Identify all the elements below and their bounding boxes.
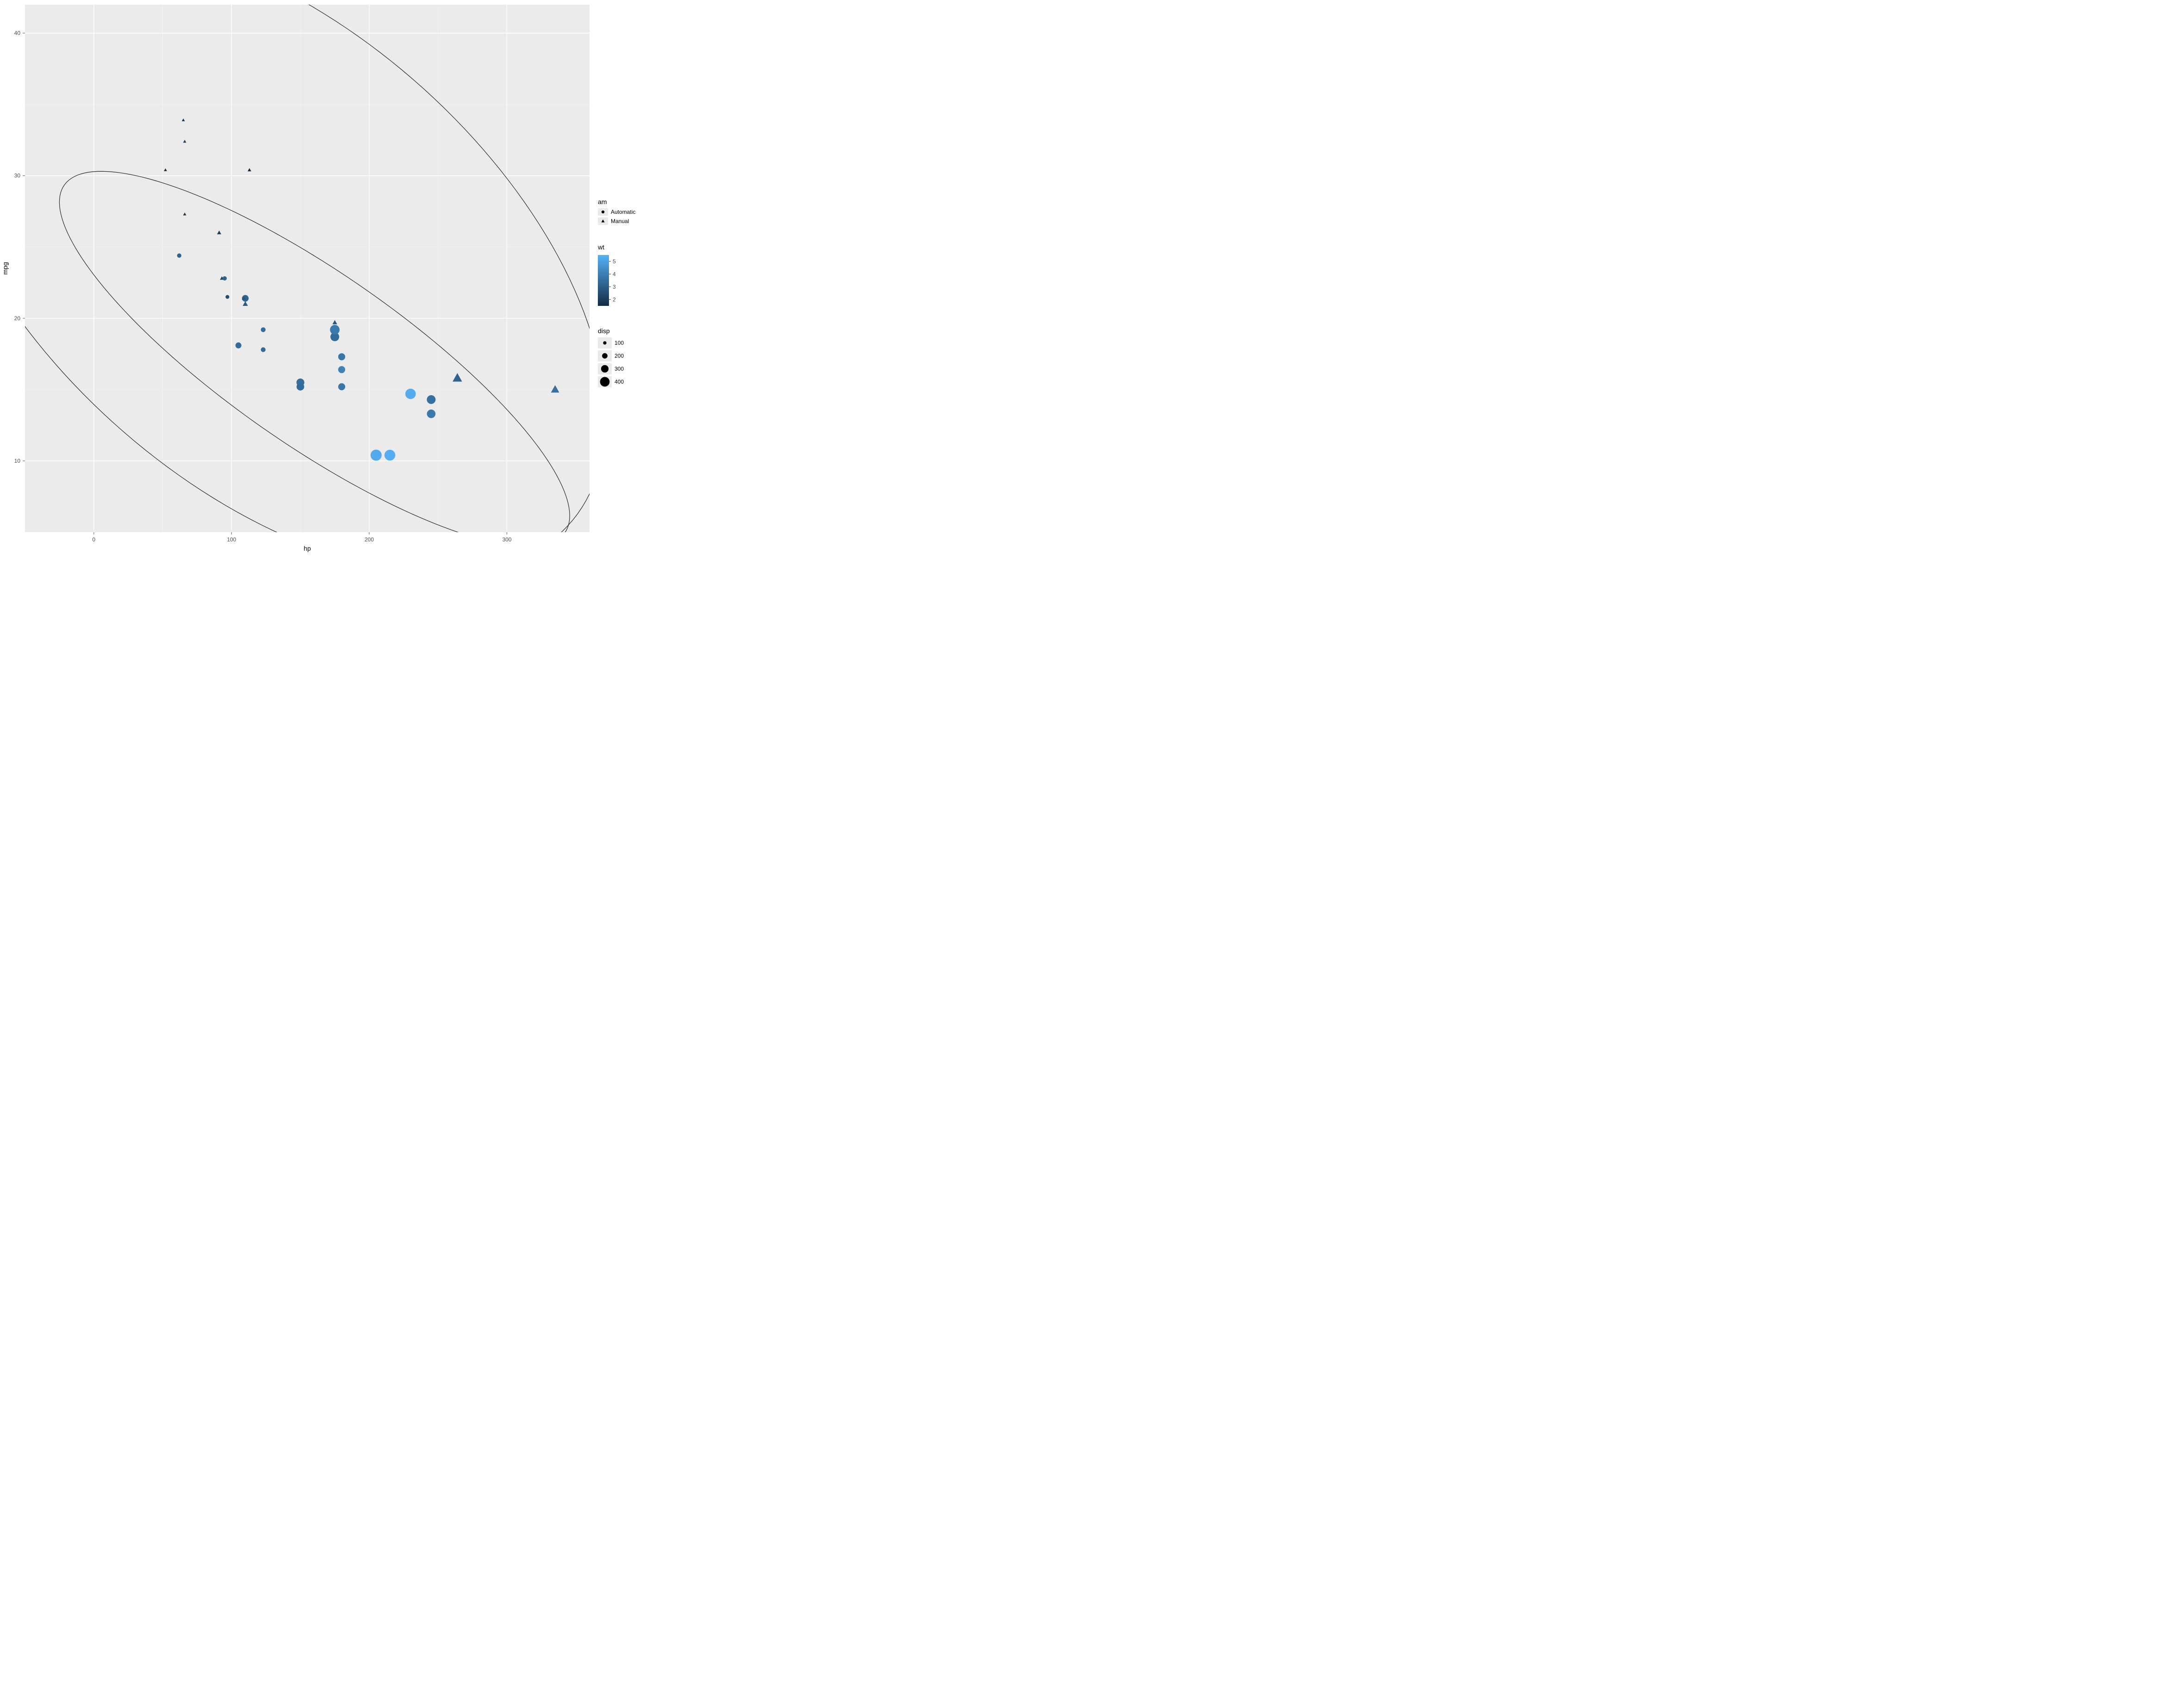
legend-disp-label: 100 bbox=[615, 340, 624, 346]
data-point bbox=[338, 366, 345, 373]
x-tick-label: 300 bbox=[502, 536, 511, 543]
data-point bbox=[236, 342, 242, 348]
size-swatch-icon bbox=[598, 350, 612, 361]
legend-disp-item: 400 bbox=[598, 376, 635, 387]
data-point bbox=[261, 347, 266, 352]
x-tick-label: 100 bbox=[227, 536, 236, 543]
data-point bbox=[261, 327, 266, 332]
size-swatch-icon bbox=[598, 376, 612, 387]
legend-wt: wt 5 4 3 2 bbox=[598, 243, 635, 309]
size-swatch-icon bbox=[598, 337, 612, 348]
x-tick-label: 0 bbox=[92, 536, 95, 543]
circle-icon bbox=[598, 208, 608, 216]
triangle-icon bbox=[598, 217, 608, 225]
y-axis-title: mpg bbox=[1, 262, 9, 274]
data-point bbox=[297, 383, 304, 391]
scatter-plot: 0 100 200 300 10 20 30 40 hp mpg bbox=[0, 0, 594, 553]
legend-am: am Automatic Manual bbox=[598, 198, 635, 225]
legend-disp-title: disp bbox=[598, 327, 635, 335]
legend-am-label: Manual bbox=[611, 218, 629, 224]
x-axis-title: hp bbox=[304, 545, 311, 552]
legend-disp-item: 100 bbox=[598, 337, 635, 348]
legend-am-item: Manual bbox=[598, 217, 635, 225]
y-tick-label: 20 bbox=[14, 315, 21, 322]
legend-column: am Automatic Manual wt 5 4 3 2 disp 100 200 300 400 bbox=[594, 0, 635, 389]
legend-wt-title: wt bbox=[598, 243, 635, 251]
data-point bbox=[225, 295, 229, 299]
data-point bbox=[385, 450, 395, 460]
legend-am-label: Automatic bbox=[611, 209, 635, 215]
legend-disp-label: 300 bbox=[615, 366, 624, 372]
legend-am-title: am bbox=[598, 198, 635, 205]
y-tick-label: 40 bbox=[14, 30, 21, 37]
data-point bbox=[371, 450, 382, 461]
y-tick-label: 30 bbox=[14, 173, 21, 179]
legend-disp-label: 400 bbox=[615, 379, 624, 385]
chart-area: 0 100 200 300 10 20 30 40 hp mpg bbox=[0, 0, 594, 556]
data-point bbox=[177, 254, 181, 258]
data-point bbox=[427, 410, 436, 418]
data-point bbox=[330, 325, 340, 335]
data-point bbox=[405, 389, 416, 399]
legend-disp-label: 200 bbox=[615, 353, 624, 359]
chart-wrapper: 0 100 200 300 10 20 30 40 hp mpg am Automatic Manua… bbox=[0, 0, 2161, 556]
x-tick-label: 200 bbox=[365, 536, 374, 543]
legend-disp: disp 100 200 300 400 bbox=[598, 327, 635, 387]
y-tick-label: 10 bbox=[14, 458, 21, 464]
legend-disp-item: 200 bbox=[598, 350, 635, 361]
legend-wt-tick: 5 bbox=[613, 258, 616, 265]
legend-disp-item: 300 bbox=[598, 363, 635, 374]
legend-wt-tick: 3 bbox=[613, 284, 616, 290]
data-point bbox=[338, 383, 345, 390]
data-point bbox=[427, 395, 435, 404]
data-point bbox=[338, 353, 345, 360]
legend-wt-tick: 4 bbox=[613, 271, 616, 277]
legend-wt-tick: 2 bbox=[613, 296, 616, 303]
size-swatch-icon bbox=[598, 363, 612, 374]
data-point bbox=[223, 276, 227, 280]
legend-am-item: Automatic bbox=[598, 208, 635, 216]
